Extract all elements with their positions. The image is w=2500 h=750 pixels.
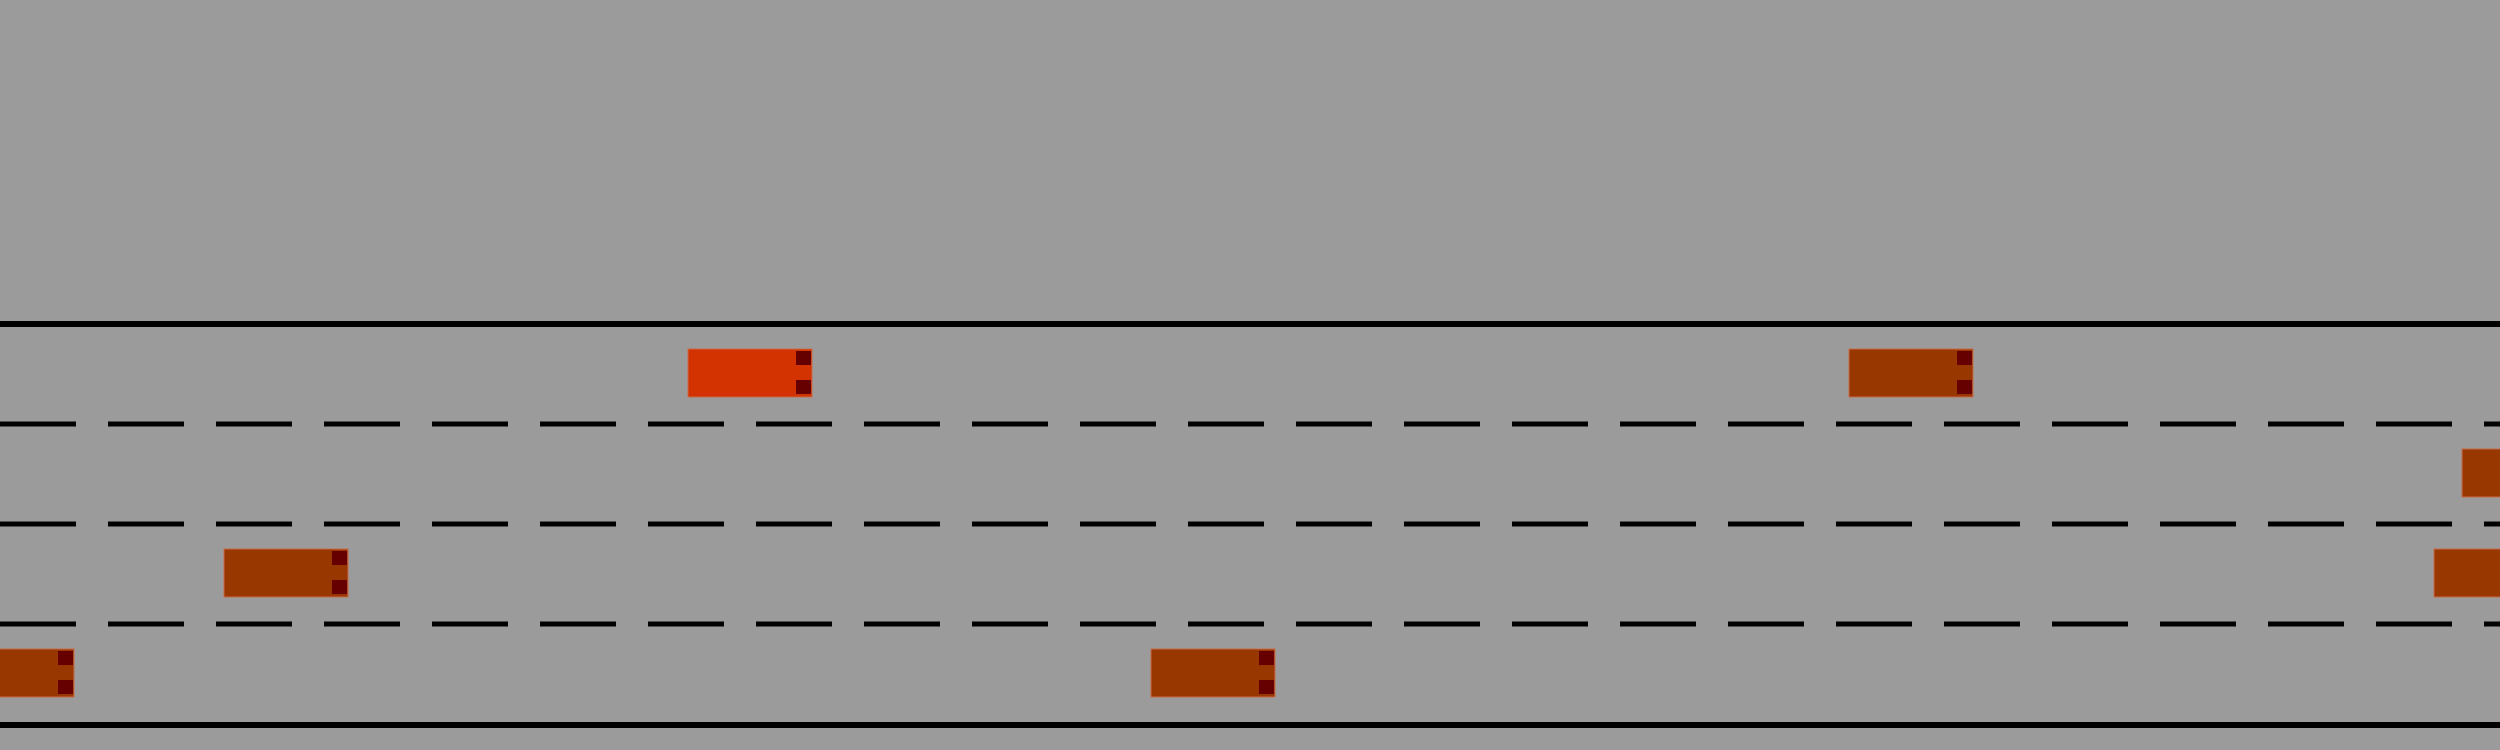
vehicle-light [58, 651, 73, 665]
vehicle-light [58, 680, 73, 694]
vehicle [0, 648, 75, 698]
vehicle-body [2461, 448, 2500, 498]
vehicle [2433, 548, 2500, 598]
vehicle-light [1957, 351, 1972, 365]
vehicle-light [332, 580, 347, 594]
vehicle-light [1259, 680, 1274, 694]
vehicle [1848, 348, 1974, 398]
vehicle-light [1259, 651, 1274, 665]
road [0, 321, 2500, 728]
vehicle [2461, 448, 2500, 498]
vehicle-body [2433, 548, 2500, 598]
vehicle-body [1150, 648, 1276, 698]
vehicle-body [223, 548, 349, 598]
vehicle-light [796, 380, 811, 394]
vehicle-light [1957, 380, 1972, 394]
vehicle [1150, 648, 1276, 698]
vehicle-body [1848, 348, 1974, 398]
vehicle-light [332, 551, 347, 565]
vehicles-layer [0, 348, 2500, 698]
vehicle-light [796, 351, 811, 365]
ego-vehicle [687, 348, 813, 398]
vehicle [223, 548, 349, 598]
vehicle-body [687, 348, 813, 398]
